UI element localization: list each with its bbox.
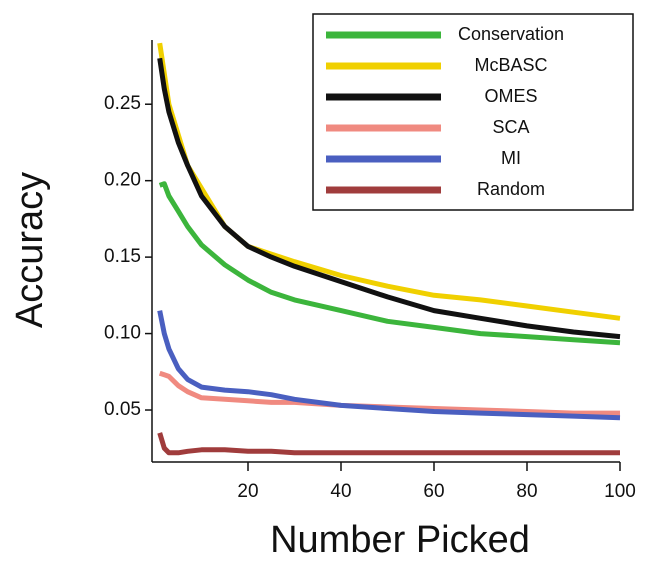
legend-label: McBASC bbox=[474, 55, 547, 75]
legend-label: OMES bbox=[484, 86, 537, 106]
legend-label: Conservation bbox=[458, 24, 564, 44]
y-tick-label: 0.05 bbox=[104, 399, 141, 420]
y-tick-label: 0.10 bbox=[104, 323, 141, 344]
data-line bbox=[157, 310, 621, 421]
x-tick-label: 60 bbox=[423, 481, 444, 502]
data-line bbox=[157, 57, 621, 340]
data-line bbox=[157, 432, 620, 456]
y-tick-label: 0.20 bbox=[104, 170, 141, 191]
x-axis-label: Number Picked bbox=[270, 519, 530, 561]
y-tick-label: 0.25 bbox=[104, 93, 141, 114]
y-tick-label: 0.15 bbox=[104, 246, 141, 267]
x-tick-label: 80 bbox=[516, 481, 537, 502]
legend-box bbox=[312, 13, 634, 211]
legend-label: SCA bbox=[492, 117, 529, 137]
x-tick-label: 20 bbox=[237, 481, 258, 502]
x-tick-label: 40 bbox=[330, 481, 351, 502]
y-axis-label: Accuracy bbox=[9, 172, 51, 328]
data-line bbox=[158, 370, 620, 416]
legend-label: Random bbox=[477, 179, 545, 199]
data-line bbox=[158, 181, 621, 346]
x-tick-label: 100 bbox=[604, 481, 636, 502]
legend-label: MI bbox=[501, 148, 521, 168]
